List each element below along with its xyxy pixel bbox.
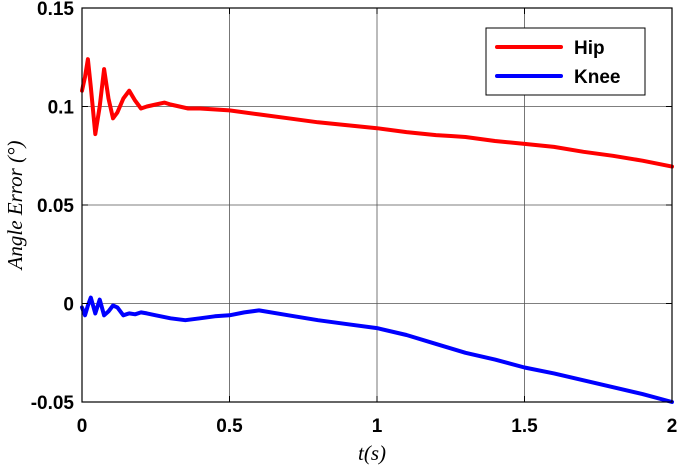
y-tick-label: -0.05 — [31, 393, 75, 414]
axis-ticks — [81, 7, 673, 403]
legend-label-knee: Knee — [574, 67, 620, 88]
series-line-knee — [80, 295, 674, 404]
series-lines — [80, 57, 674, 404]
x-tick-label: 0.5 — [216, 416, 243, 437]
y-tick-label: 0.05 — [37, 196, 74, 217]
x-tick-label: 1.5 — [511, 416, 538, 437]
x-tick-label: 2 — [667, 416, 678, 437]
x-tick-label: 0 — [77, 416, 88, 437]
legend: Hip Knee — [485, 27, 646, 96]
y-tick-label: 0.1 — [48, 98, 75, 119]
x-tick-label: 1 — [372, 416, 383, 437]
x-axis-label: t(s) — [358, 441, 386, 465]
y-tick-label: 0 — [63, 295, 74, 316]
y-tick-label: 0.15 — [37, 0, 74, 20]
legend-box — [485, 27, 646, 96]
y-axis-label: Angle Error (°) — [3, 141, 27, 272]
legend-label-hip: Hip — [574, 38, 605, 59]
series-line-hip — [80, 57, 674, 169]
